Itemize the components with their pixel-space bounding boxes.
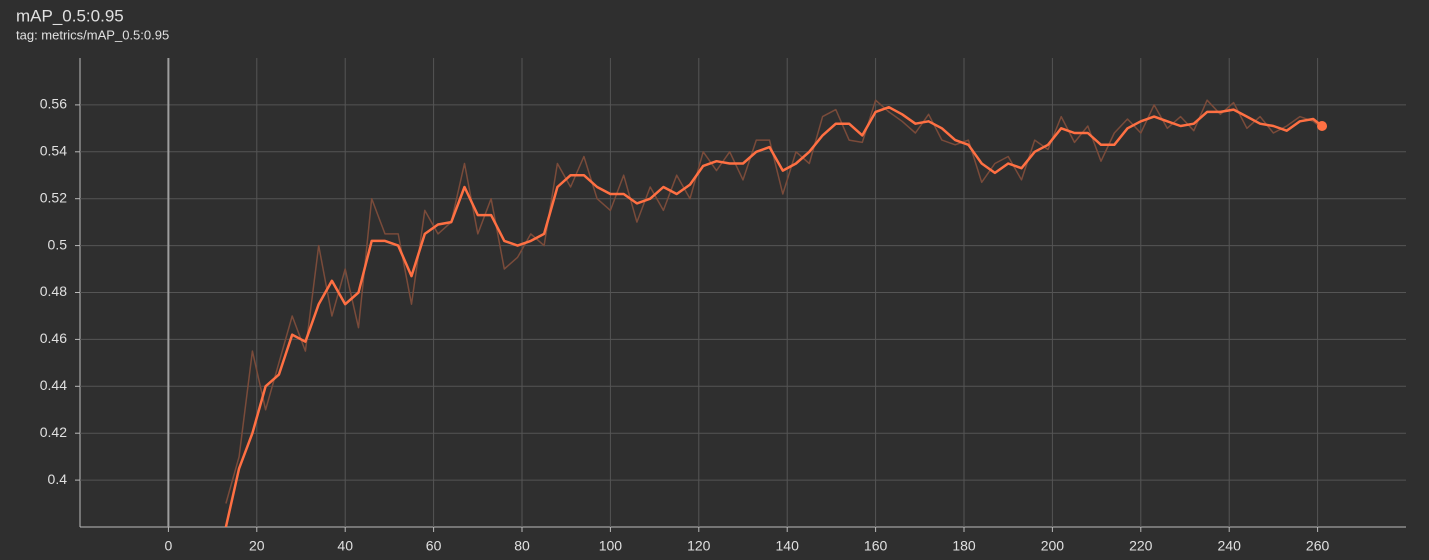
raw-line xyxy=(225,99,1323,504)
x-tick-label: 200 xyxy=(1041,538,1065,554)
chart-title: mAP_0.5:0.95 xyxy=(16,6,124,25)
x-tick-label: 0 xyxy=(165,538,173,554)
y-tick-label: 0.52 xyxy=(40,189,67,205)
x-tick-label: 140 xyxy=(776,538,800,554)
smoothed-line xyxy=(224,105,1323,527)
x-tick-label: 180 xyxy=(952,538,976,554)
x-tick-label: 160 xyxy=(864,538,888,554)
x-tick-label: 100 xyxy=(599,538,623,554)
y-tick-label: 0.54 xyxy=(40,143,67,159)
y-tick-label: 0.48 xyxy=(40,283,67,299)
y-tick-label: 0.46 xyxy=(40,330,67,346)
x-tick-label: 20 xyxy=(249,538,265,554)
x-tick-label: 60 xyxy=(426,538,442,554)
x-tick-label: 80 xyxy=(514,538,530,554)
y-tick-label: 0.5 xyxy=(48,236,68,252)
chart-subtitle: tag: metrics/mAP_0.5:0.95 xyxy=(16,27,169,42)
x-tick-label: 120 xyxy=(687,538,711,554)
x-tick-label: 240 xyxy=(1218,538,1242,554)
y-tick-label: 0.44 xyxy=(40,377,67,393)
x-tick-label: 40 xyxy=(337,538,353,554)
y-tick-label: 0.42 xyxy=(40,424,67,440)
y-tick-label: 0.56 xyxy=(40,96,67,112)
y-tick-label: 0.4 xyxy=(48,471,68,487)
last-point xyxy=(1317,121,1328,132)
series-group xyxy=(224,99,1323,527)
x-tick-label: 220 xyxy=(1129,538,1153,554)
x-tick-label: 260 xyxy=(1306,538,1330,554)
